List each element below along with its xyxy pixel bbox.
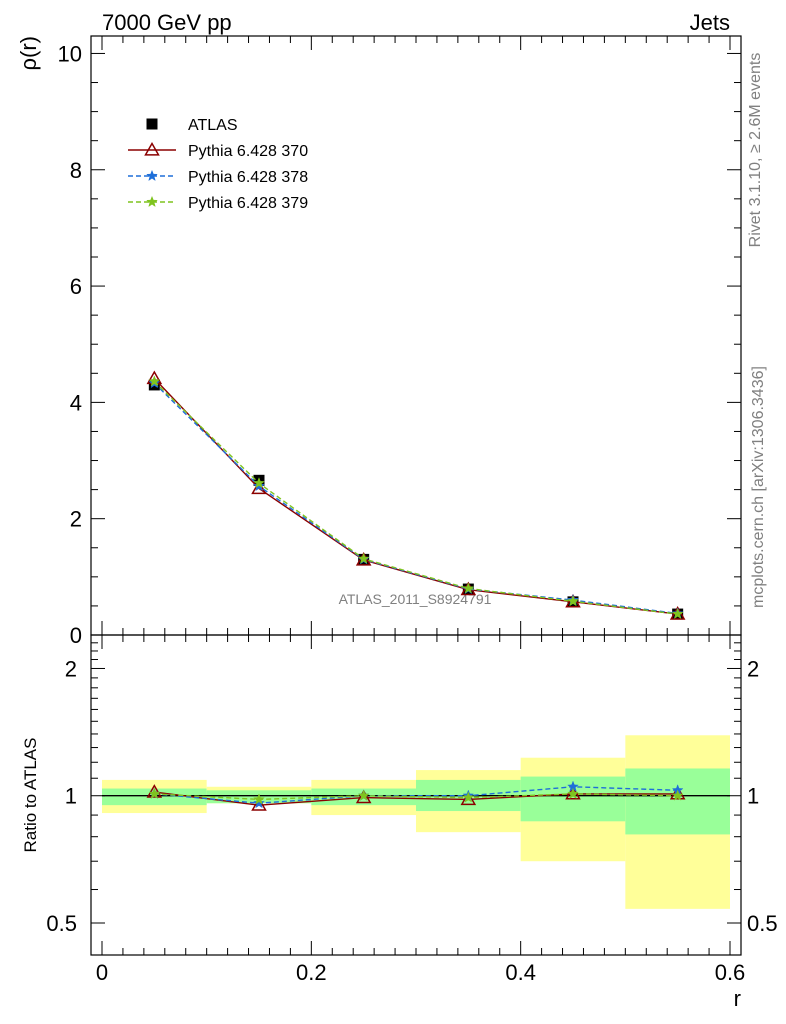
analysis-watermark: ATLAS_2011_S8924791: [339, 591, 492, 607]
header-process-label: Jets: [690, 10, 730, 35]
ratio-xtick-label-3: 0.6: [715, 960, 746, 985]
main-point-p379-3: [462, 582, 475, 594]
ratio-point-p378-1: [253, 797, 265, 809]
main-line-p370: [153, 378, 678, 615]
main-series-atlas: [148, 379, 684, 620]
main-series-p370: [146, 370, 686, 620]
main-line-p378: [153, 382, 678, 615]
legend-label-p379: Pythia 6.428 379: [188, 195, 308, 212]
legend-label-p378: Pythia 6.428 378: [188, 169, 308, 186]
main-series-p378: [148, 376, 684, 619]
legend-item-atlas: ATLAS: [146, 117, 238, 134]
main-point-p379-5: [671, 607, 684, 620]
ratio-ytick-label-left-0: 0.5: [46, 911, 77, 936]
main-point-p379-4: [567, 595, 579, 607]
ratio-point-p379-2: [357, 789, 370, 801]
main-panel-axes: 0 2 4 6 8 10 ρ(r): [16, 35, 742, 648]
ratio-xtick-label-0: 0: [96, 960, 108, 985]
main-y-axis-title: ρ(r): [16, 36, 41, 71]
main-ytick-label-1: 2: [70, 507, 82, 532]
ratio-ytick-label-right-1: 1: [747, 784, 759, 809]
main-ytick-label-4: 8: [70, 158, 82, 183]
ratio-xtick-label-1: 0.2: [296, 960, 327, 985]
source-reference-label: mcplots.cern.ch [arXiv:1306.3436]: [750, 366, 767, 608]
main-point-p379-1: [253, 476, 265, 489]
legend-item-p379: Pythia 6.428 379: [128, 195, 308, 212]
legend-marker-p379: [146, 195, 158, 208]
ratio-xtick-label-2: 0.4: [505, 960, 536, 985]
ratio-line-p379: [154, 793, 678, 801]
ratio-panel-series: [146, 780, 686, 811]
main-line-p379: [153, 380, 678, 615]
main-ytick-label-5: 10: [58, 41, 82, 66]
header-energy-label: 7000 GeV pp: [102, 10, 232, 35]
legend-marker-p378: [146, 169, 158, 182]
ratio-y-axis-title: Ratio to ATLAS: [21, 738, 40, 853]
rivet-version-label: Rivet 3.1.10, ≥ 2.6M events: [747, 53, 764, 248]
x-axis-title: r: [734, 986, 741, 1011]
ratio-point-p379-1: [253, 793, 265, 805]
main-panel-series: [146, 370, 686, 620]
ratio-point-p379-3: [462, 791, 475, 803]
legend-label-p370: Pythia 6.428 370: [188, 143, 308, 160]
main-ytick-label-3: 6: [70, 274, 82, 299]
ratio-series-p379: [148, 787, 684, 805]
ratio-point-p370-2: [355, 789, 372, 804]
ratio-ytick-label-left-2: 2: [65, 656, 77, 681]
legend-item-p378: Pythia 6.428 378: [128, 169, 308, 186]
ratio-ytick-label-right-0: 0.5: [747, 911, 778, 936]
ratio-ytick-label-right-2: 2: [747, 656, 759, 681]
ratio-point-p379-5: [671, 789, 684, 801]
main-series-p379: [148, 375, 684, 620]
main-ytick-label-0: 0: [70, 623, 82, 648]
ratio-point-p370-0: [146, 784, 163, 798]
legend-item-p370: Pythia 6.428 370: [128, 141, 308, 160]
legend: ATLAS Pythia 6.428 370 Pythia 6.428 378 Pyt…: [128, 117, 308, 212]
legend-marker-atlas: [146, 118, 158, 130]
ratio-point-p370-1: [251, 797, 267, 811]
ratio-ytick-label-left-1: 1: [65, 784, 77, 809]
main-point-p379-0: [148, 375, 161, 387]
ratio-point-p370-5: [669, 785, 686, 800]
ratio-uncertainty-bands: [102, 735, 730, 909]
ratio-band-inner-5: [625, 768, 730, 835]
ratio-point-p379-4: [567, 787, 579, 799]
ratio-point-p379-0: [148, 787, 161, 799]
main-point-p379-2: [357, 552, 370, 564]
ratio-panel-axes: 0.5 0.5 1 1 2 2 0 0.2 0.4 0.6 Ratio to ATLAS r: [21, 634, 778, 1011]
ratio-point-p370-3: [460, 791, 477, 806]
main-ytick-label-2: 4: [70, 390, 82, 415]
legend-marker-p370: [144, 141, 160, 156]
legend-label-atlas: ATLAS: [188, 117, 238, 134]
